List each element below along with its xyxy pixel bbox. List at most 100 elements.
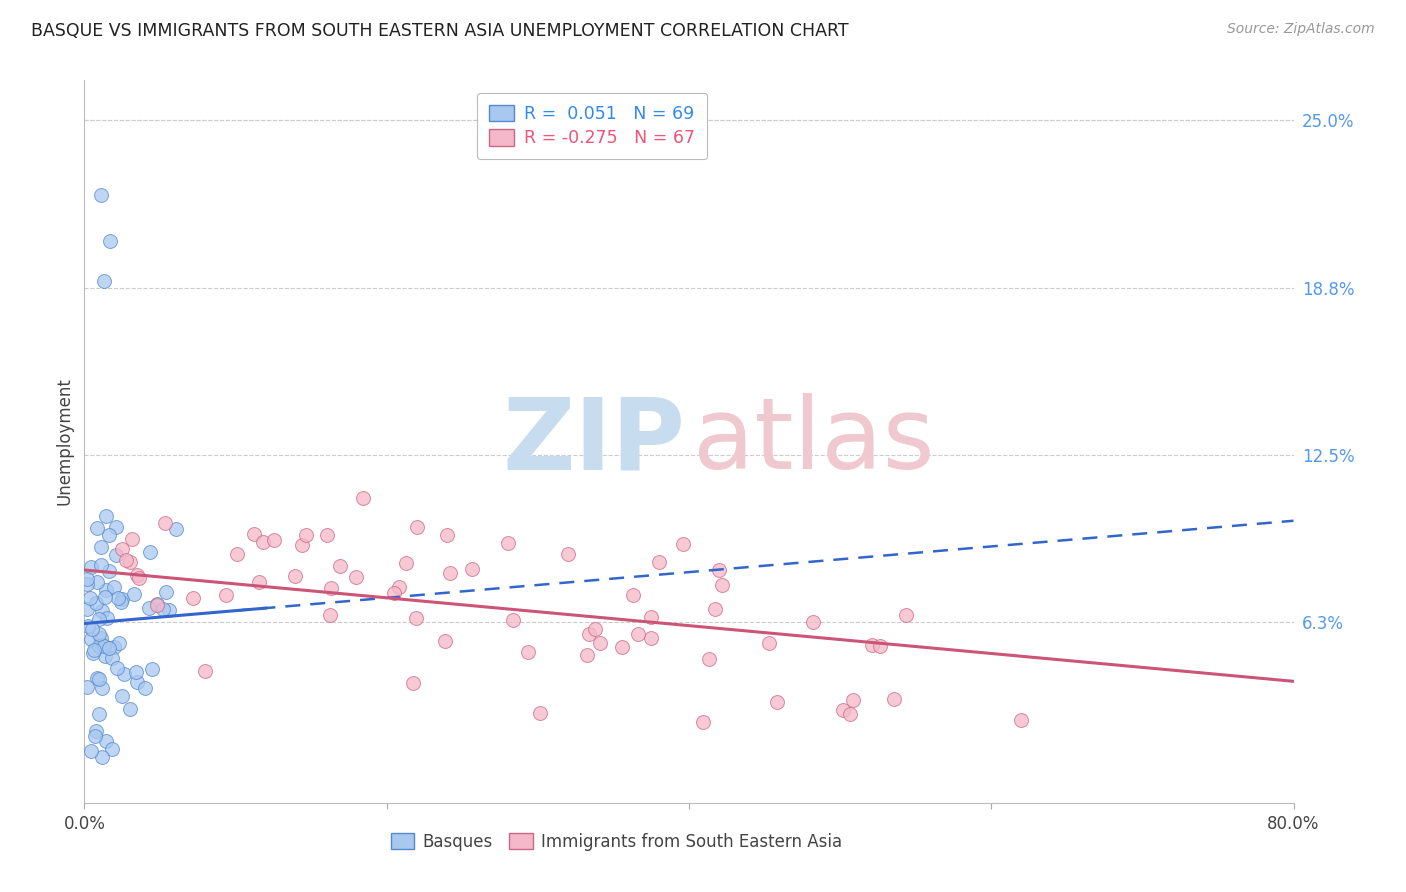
Point	[121, 533, 143, 547]
Point	[118, 555, 141, 569]
Point	[76, 680, 98, 694]
Point	[402, 676, 425, 690]
Point	[86, 671, 108, 685]
Point	[110, 595, 132, 609]
Point	[621, 588, 644, 602]
Point	[108, 636, 131, 650]
Point	[291, 538, 314, 552]
Point	[77, 619, 100, 633]
Point	[128, 571, 150, 585]
Point	[869, 640, 891, 654]
Point	[405, 610, 427, 624]
Point	[111, 689, 134, 703]
Point	[100, 651, 122, 665]
Point	[152, 602, 174, 616]
Point	[610, 640, 633, 655]
Point	[183, 591, 205, 605]
Point	[91, 750, 114, 764]
Point	[153, 516, 176, 530]
Point	[138, 600, 160, 615]
Point	[76, 572, 98, 586]
Point	[105, 661, 128, 675]
Point	[98, 234, 121, 248]
Point	[94, 509, 117, 524]
Point	[557, 547, 579, 561]
Point	[84, 596, 107, 610]
Point	[79, 591, 101, 605]
Point	[165, 522, 187, 536]
Point	[860, 638, 883, 652]
Point	[576, 648, 599, 662]
Point	[709, 563, 731, 577]
Point	[94, 734, 117, 748]
Point	[93, 591, 115, 605]
Point	[517, 645, 540, 659]
Point	[1011, 713, 1033, 727]
Point	[329, 559, 352, 574]
Point	[640, 609, 662, 624]
Point	[838, 706, 860, 721]
Point	[103, 640, 125, 655]
Point	[319, 608, 342, 623]
Point	[502, 613, 524, 627]
Point	[758, 636, 780, 650]
Point	[832, 703, 855, 717]
Point	[352, 491, 374, 505]
Point	[115, 552, 138, 566]
Point	[98, 564, 121, 578]
Point	[90, 631, 112, 645]
Point	[583, 622, 606, 636]
Point	[97, 641, 120, 656]
Point	[146, 598, 169, 612]
Point	[382, 586, 405, 600]
Point	[589, 636, 612, 650]
Point	[76, 577, 98, 591]
Point	[94, 583, 117, 598]
Point	[252, 535, 274, 549]
Point	[578, 626, 600, 640]
Point	[89, 612, 111, 626]
Point	[157, 603, 180, 617]
Point	[103, 580, 125, 594]
Point	[83, 643, 105, 657]
Point	[155, 584, 177, 599]
Point	[141, 662, 163, 676]
Point	[83, 729, 105, 743]
Point	[801, 615, 824, 630]
Point	[111, 541, 134, 556]
Point	[104, 549, 127, 563]
Point	[697, 652, 720, 666]
Point	[80, 743, 103, 757]
Point	[247, 575, 270, 590]
Point	[111, 591, 134, 606]
Point	[122, 586, 145, 600]
Point	[100, 742, 122, 756]
Text: BASQUE VS IMMIGRANTS FROM SOUTH EASTERN ASIA UNEMPLOYMENT CORRELATION CHART: BASQUE VS IMMIGRANTS FROM SOUTH EASTERN …	[31, 22, 849, 40]
Point	[91, 681, 114, 695]
Point	[90, 558, 112, 573]
Point	[89, 639, 111, 653]
Point	[439, 566, 461, 580]
Point	[434, 634, 457, 648]
Point	[90, 188, 112, 202]
Point	[640, 631, 662, 645]
Point	[883, 692, 905, 706]
Point	[496, 536, 519, 550]
Point	[225, 547, 247, 561]
Point	[215, 588, 238, 602]
Point	[107, 591, 129, 605]
Point	[436, 528, 458, 542]
Point	[284, 569, 307, 583]
Point	[295, 528, 318, 542]
Point	[90, 540, 112, 554]
Point	[692, 715, 714, 730]
Point	[146, 597, 169, 611]
Text: Source: ZipAtlas.com: Source: ZipAtlas.com	[1227, 22, 1375, 37]
Point	[627, 627, 650, 641]
Point	[118, 702, 141, 716]
Point	[80, 632, 103, 646]
Point	[96, 611, 118, 625]
Point	[87, 626, 110, 640]
Point	[242, 527, 264, 541]
Point	[395, 557, 418, 571]
